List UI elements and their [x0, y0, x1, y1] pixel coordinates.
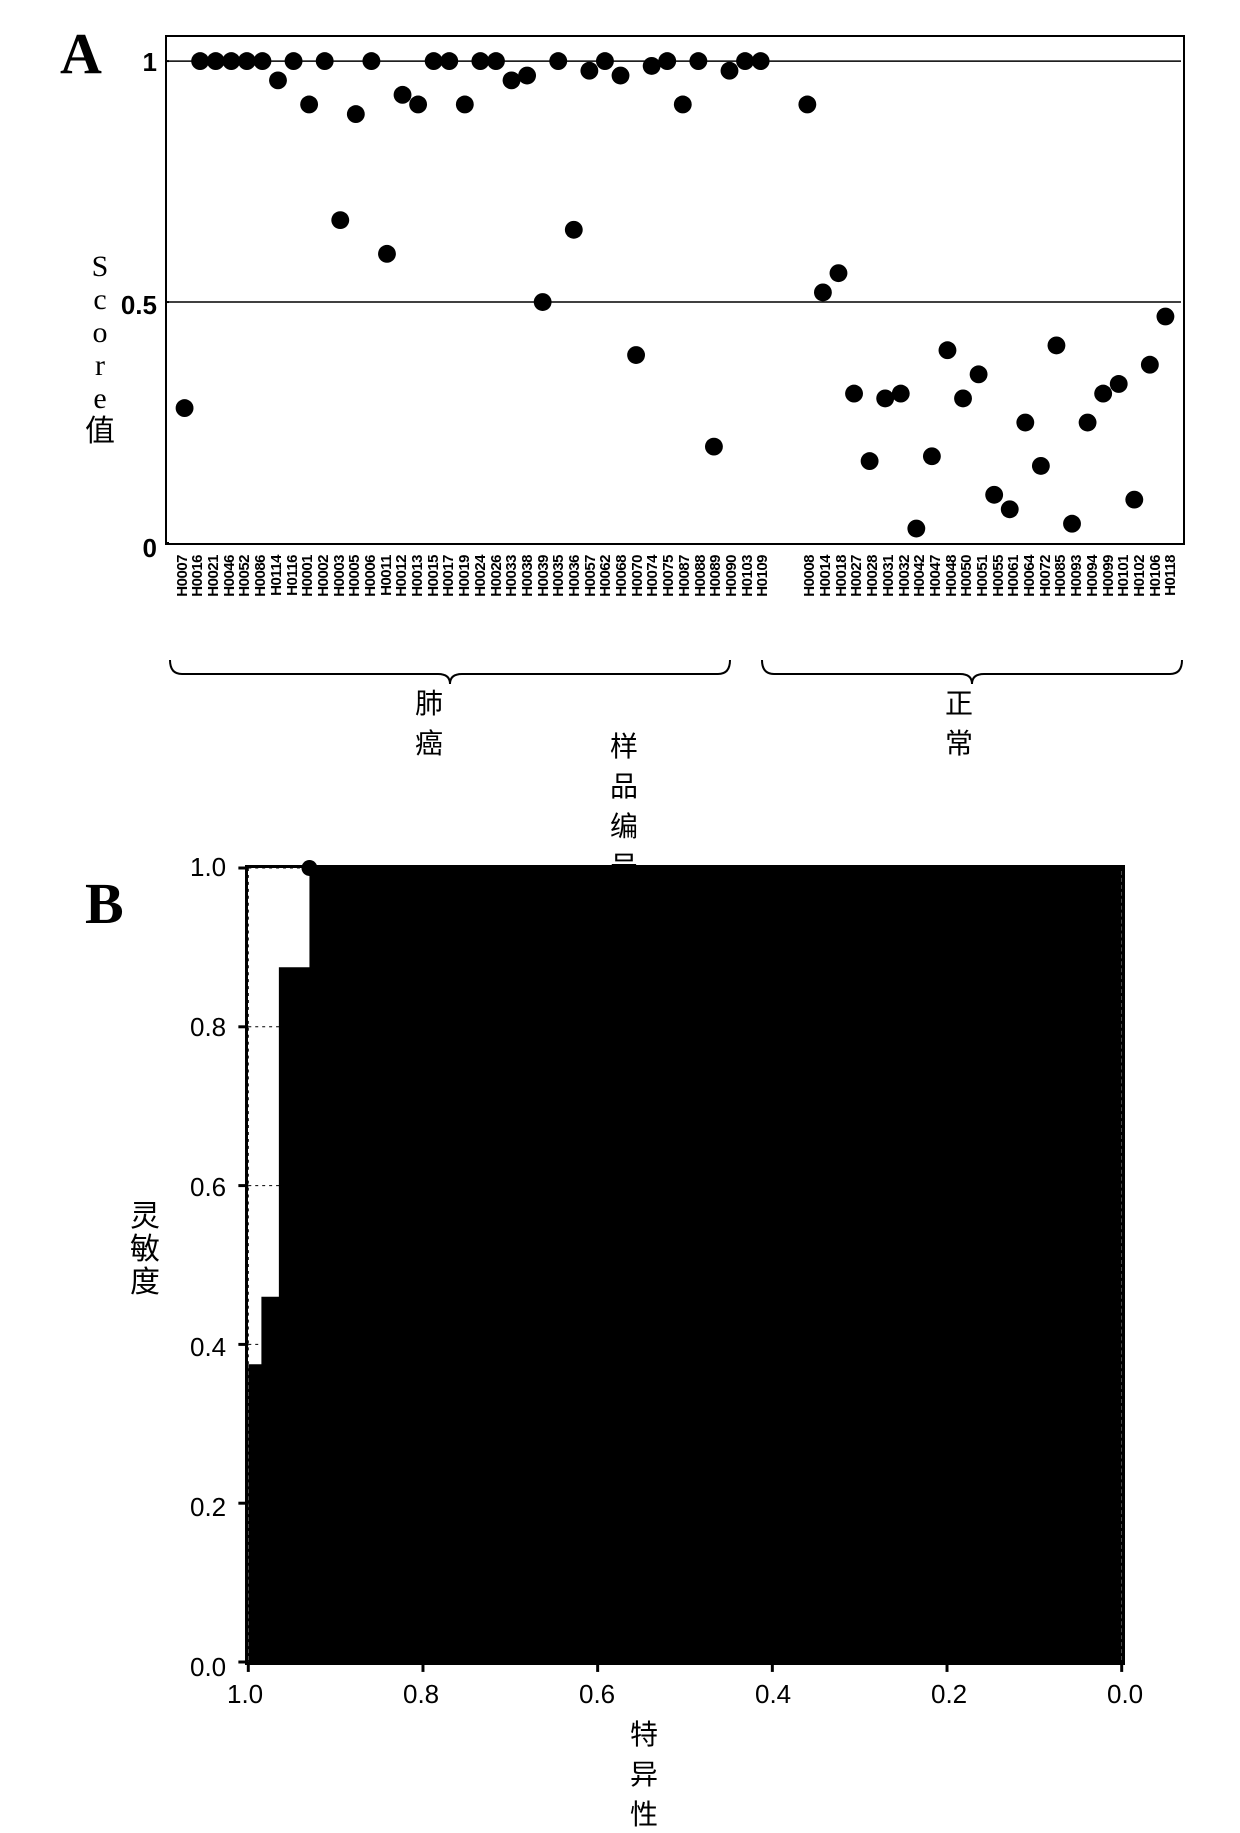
- roc-marker: [301, 860, 317, 876]
- roc-area: [248, 868, 1121, 1662]
- panel-b-ytick: 0.4: [190, 1332, 226, 1363]
- panel-b-ytick: 1.0: [190, 852, 226, 883]
- panel-b-ylabel: 灵敏度: [130, 1200, 160, 1299]
- panel-b-xtick: 0.6: [579, 1679, 615, 1710]
- panel-b-xlabel: 特异性: [630, 1713, 658, 1833]
- panel-a-braces: [0, 0, 1240, 780]
- panel-b-xtick: 0.0: [1107, 1679, 1143, 1710]
- panel-b-ytick: 0.8: [190, 1012, 226, 1043]
- panel-b-svg: [248, 868, 1122, 1662]
- panel-b-xtick: 0.4: [755, 1679, 791, 1710]
- panel-b-ytick: 0.2: [190, 1492, 226, 1523]
- panel-b-ytick: 0.6: [190, 1172, 226, 1203]
- panel-b-plot: [245, 865, 1125, 1665]
- panel-b-xtick: 0.8: [403, 1679, 439, 1710]
- panel-b-xtick: 1.0: [227, 1679, 263, 1710]
- panel-b-xtick: 0.2: [931, 1679, 967, 1710]
- panel-b-ytick: 0.0: [190, 1652, 226, 1683]
- panel-b-label: B: [85, 870, 124, 937]
